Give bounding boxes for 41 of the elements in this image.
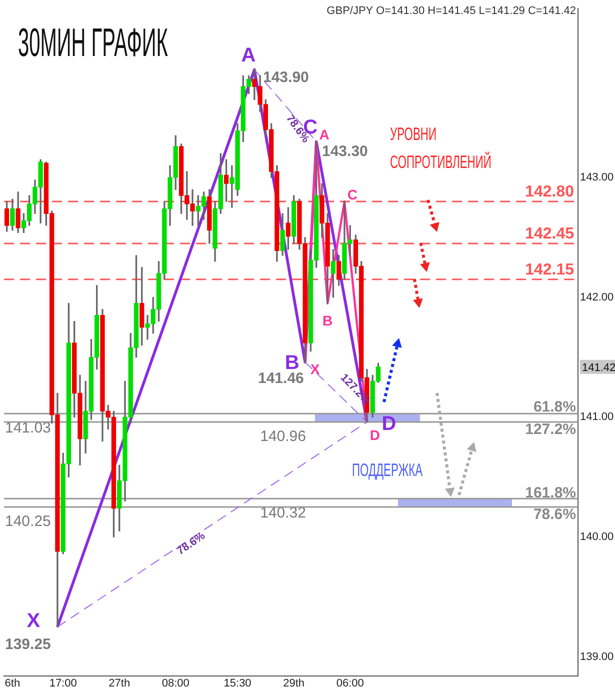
annotation: 141.42 xyxy=(582,362,615,374)
ref-line-label: 141.03 xyxy=(5,420,51,437)
chart-subtitle: GBP/JPY O=141.30 H=141.45 L=141.29 C=141.42 xyxy=(326,5,576,17)
annotation: 61.8% xyxy=(533,398,576,416)
ref-line-label: 142.80 xyxy=(525,184,574,201)
annotation: 143.90 xyxy=(263,69,309,86)
annotation: 139.25 xyxy=(5,636,51,653)
annotation: 78.6% xyxy=(533,506,576,524)
y-tick-label: 140.00 xyxy=(580,531,614,544)
x-tick-label: 27th xyxy=(108,678,130,689)
y-tick-label: 139.00 xyxy=(580,650,614,663)
chart-title: 30МИН ГРАФИК xyxy=(18,19,168,65)
data-label: X xyxy=(26,610,41,632)
data-label: B xyxy=(322,312,333,328)
ref-line-label: 140.25 xyxy=(5,513,51,530)
ref-line-label: 142.45 xyxy=(525,225,574,242)
annotation: 127.2% xyxy=(525,420,576,438)
x-tick-label: 06:00 xyxy=(336,678,364,689)
x-tick-label: 15:30 xyxy=(224,678,252,689)
y-tick-label: 142.00 xyxy=(580,291,614,304)
ref-line-label: 142.15 xyxy=(525,261,574,278)
data-label: D xyxy=(382,412,396,435)
x-tick-label: 17:00 xyxy=(49,678,77,689)
annotation: УРОВНИ xyxy=(390,124,436,145)
data-label: A xyxy=(241,44,256,67)
data-label: D xyxy=(370,426,380,443)
y-tick-label: 141.00 xyxy=(580,411,614,424)
x-tick-label: 6th xyxy=(4,678,20,689)
annotation: 141.46 xyxy=(258,370,304,387)
annotation: СОПРОТИВЛЕНИЙ xyxy=(390,151,492,173)
ref-line-label: 140.96 xyxy=(260,428,306,445)
data-label: A xyxy=(319,126,330,143)
x-tick-label: 08:00 xyxy=(162,678,190,689)
data-label: C xyxy=(347,186,358,203)
x-tick-label: 29th xyxy=(283,678,305,689)
annotation: 143.30 xyxy=(322,143,368,160)
annotation: 161.8% xyxy=(525,484,576,502)
ref-line-label: 140.32 xyxy=(260,504,306,522)
y-tick-label: 143.00 xyxy=(580,172,614,184)
annotation: ПОДДЕРЖКА xyxy=(352,460,423,481)
data-label: X xyxy=(310,361,320,378)
